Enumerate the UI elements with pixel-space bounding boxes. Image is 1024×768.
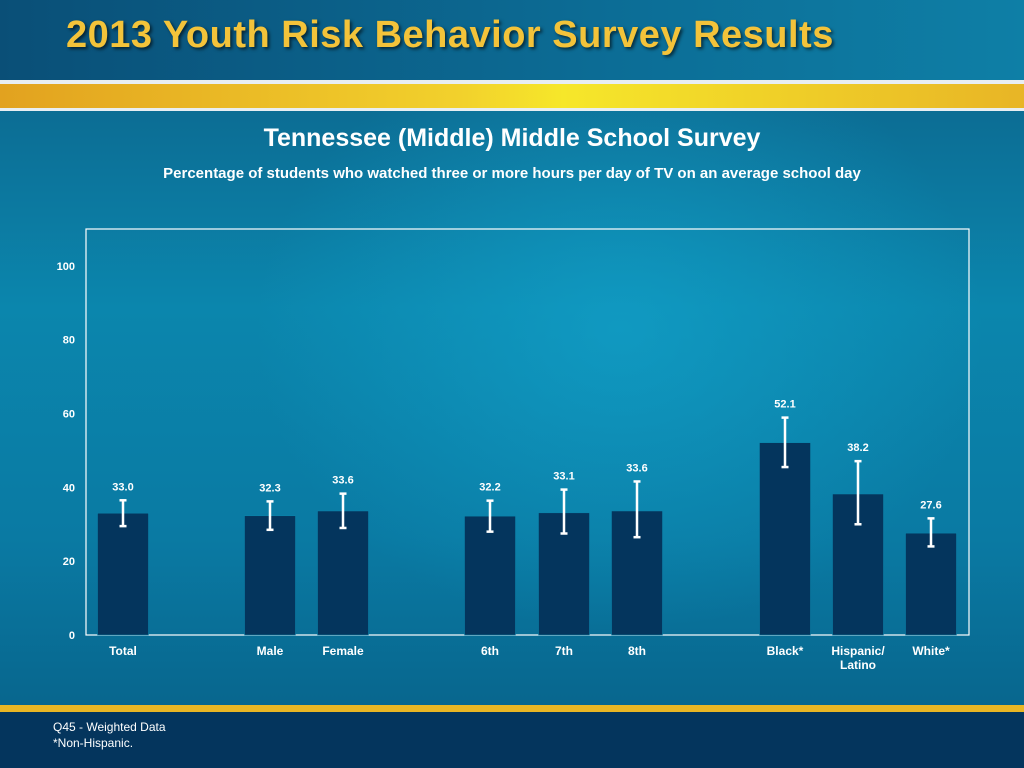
value-label: 33.6 (332, 475, 353, 487)
bar (759, 442, 811, 636)
value-label: 33.0 (112, 481, 133, 493)
y-tick-label: 40 (63, 482, 75, 494)
header-rule-top (0, 80, 1024, 84)
header-rule-bottom (0, 108, 1024, 111)
value-label: 33.6 (626, 462, 647, 474)
bar (464, 515, 516, 636)
header-rule-gold (0, 84, 1024, 108)
value-label: 33.1 (553, 471, 574, 483)
value-label: 32.2 (479, 482, 500, 494)
y-tick-label: 60 (63, 409, 75, 421)
category-label: Male (257, 644, 284, 658)
y-tick-label: 20 (63, 556, 75, 568)
value-label: 52.1 (774, 399, 795, 411)
bar (244, 515, 296, 636)
category-label: Black* (767, 644, 804, 658)
footer-band (0, 712, 1024, 768)
footnote-weighted-data: Q45 - Weighted Data (53, 720, 166, 734)
chart-title: Tennessee (Middle) Middle School Survey (263, 124, 761, 152)
bar (317, 510, 369, 636)
bar (905, 532, 957, 636)
category-label: Total (109, 644, 137, 658)
category-label: 7th (555, 644, 573, 658)
footer-rule-gold (0, 705, 1024, 712)
value-label: 38.2 (847, 442, 868, 454)
value-label: 27.6 (920, 499, 941, 511)
category-label: Latino (840, 658, 876, 672)
y-tick-label: 80 (63, 335, 75, 347)
y-tick-label: 0 (69, 630, 75, 642)
slide-title: 2013 Youth Risk Behavior Survey Results (66, 14, 834, 56)
y-tick-label: 100 (57, 261, 75, 273)
chart-subtitle: Percentage of students who watched three… (163, 165, 861, 182)
header-band (0, 0, 1024, 82)
value-label: 32.3 (259, 482, 280, 494)
category-label: Female (322, 644, 364, 658)
category-label: 8th (628, 644, 646, 658)
bar (97, 512, 149, 636)
category-label: 6th (481, 644, 499, 658)
category-label: Hispanic/ (831, 644, 885, 658)
category-label: White* (912, 644, 950, 658)
plot-frame (85, 228, 970, 636)
bar-chart: 0 20 40 60 80 100 33.0 Total 32.3 Male 33.6 Female 3… (57, 228, 970, 672)
footnote-non-hispanic: *Non-Hispanic. (53, 736, 134, 750)
